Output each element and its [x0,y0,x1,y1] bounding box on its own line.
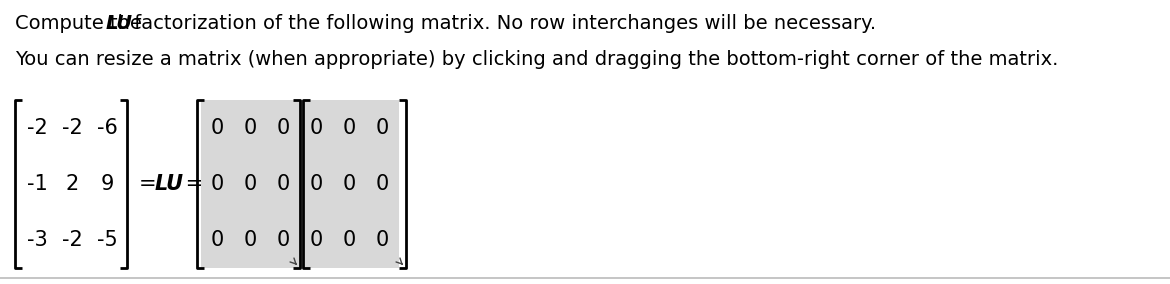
Text: -6: -6 [97,118,117,138]
Text: 0: 0 [243,174,257,194]
Text: =: = [179,174,204,194]
Text: -3: -3 [27,230,47,250]
Text: -1: -1 [27,174,47,194]
Text: -2: -2 [62,230,82,250]
Text: 0: 0 [310,174,323,194]
Text: 0: 0 [277,118,290,138]
Text: 0: 0 [376,174,390,194]
Text: 0: 0 [310,230,323,250]
Text: 2: 2 [66,174,78,194]
Text: 0: 0 [376,118,390,138]
Text: 0: 0 [243,118,257,138]
Text: 0: 0 [277,174,290,194]
Text: 0: 0 [376,230,390,250]
Text: 0: 0 [211,118,225,138]
Text: =: = [139,174,164,194]
Text: 0: 0 [243,230,257,250]
Text: 0: 0 [343,174,356,194]
Text: 9: 9 [101,174,113,194]
Text: 0: 0 [211,174,225,194]
Text: 0: 0 [310,118,323,138]
Text: 0: 0 [343,230,356,250]
Text: 0: 0 [211,230,225,250]
Text: -5: -5 [97,230,117,250]
Text: 0: 0 [277,230,290,250]
Text: -2: -2 [27,118,47,138]
Text: factorization of the following matrix. No row interchanges will be necessary.: factorization of the following matrix. N… [128,14,876,33]
Text: 0: 0 [343,118,356,138]
Text: -2: -2 [62,118,82,138]
Bar [201,100,399,268]
Text: LU: LU [106,14,133,33]
Text: LU: LU [154,174,184,194]
Text: You can resize a matrix (when appropriate) by clicking and dragging the bottom-r: You can resize a matrix (when appropriat… [15,50,1059,69]
Text: Compute the: Compute the [15,14,149,33]
